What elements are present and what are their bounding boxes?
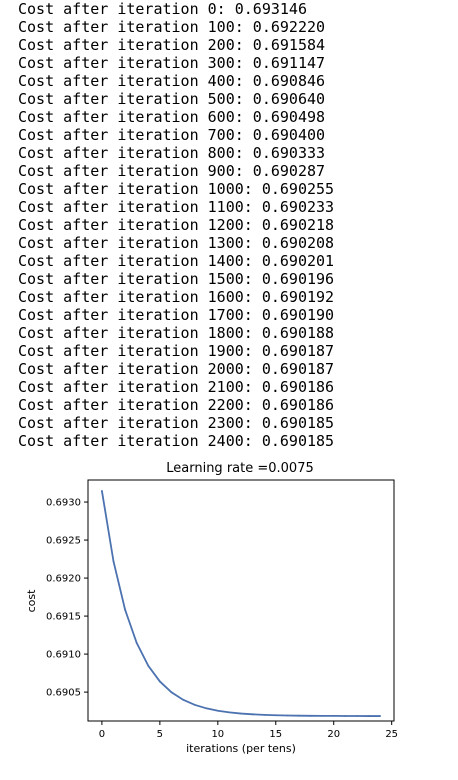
x-tick-label: 5: [157, 729, 163, 740]
cost-series-line: [101, 490, 381, 717]
x-tick-label: 10: [211, 729, 224, 740]
log-line: Cost after iteration 1700: 0.690190: [18, 306, 335, 324]
log-line: Cost after iteration 200: 0.691584: [18, 36, 326, 54]
cost-data-point: [193, 703, 196, 706]
y-axis-label: cost: [25, 589, 38, 613]
log-line: Cost after iteration 700: 0.690400: [18, 126, 326, 144]
log-line: Cost after iteration 1100: 0.690233: [18, 198, 335, 216]
plot-frame: [87, 479, 395, 722]
x-tick-label: 25: [385, 729, 398, 740]
log-line: Cost after iteration 400: 0.690846: [18, 72, 326, 90]
log-line: Cost after iteration 1900: 0.690187: [18, 342, 335, 360]
y-tick-label: 0.6920: [46, 574, 81, 585]
cost-data-point: [158, 680, 161, 683]
x-tick-label: 0: [99, 729, 105, 740]
x-tick-label: 20: [327, 729, 340, 740]
cost-data-point: [367, 715, 370, 717]
log-line: Cost after iteration 1000: 0.690255: [18, 180, 335, 198]
log-line: Cost after iteration 2000: 0.690187: [18, 360, 335, 378]
log-line: Cost after iteration 900: 0.690287: [18, 162, 326, 180]
cost-chart: Learning rate =0.0075 0 5 10 15 20 25 0.6905 0…: [0, 455, 458, 776]
x-tick-label: 15: [269, 729, 282, 740]
cost-data-point: [321, 715, 324, 717]
chart-title: Learning rate =0.0075: [166, 461, 314, 476]
cost-data-point: [216, 709, 219, 712]
y-tick-label: 0.6910: [46, 650, 81, 661]
y-axis-ticks: 0.6905 0.6910 0.6915 0.6920 0.6925 0.6930: [46, 498, 88, 699]
cost-data-point: [251, 713, 254, 716]
log-line: Cost after iteration 1600: 0.690192: [18, 288, 335, 306]
y-tick-label: 0.6915: [46, 612, 81, 623]
cost-chart-svg: Learning rate =0.0075 0 5 10 15 20 25 0.69050…: [25, 461, 398, 755]
cost-data-point: [274, 714, 277, 717]
x-axis-label: iterations (per tens): [186, 742, 296, 755]
log-line: Cost after iteration 500: 0.690640: [18, 90, 326, 108]
cost-data-point: [344, 715, 347, 717]
cost-data-point: [309, 714, 312, 717]
cost-data-point: [170, 691, 173, 694]
cost-data-point: [286, 714, 289, 717]
cost-data-point: [147, 664, 150, 667]
cost-data-point: [124, 608, 126, 611]
log-line: Cost after iteration 300: 0.691147: [18, 54, 326, 72]
output-log: Cost after iteration 0: 0.693146 Cost aft…: [18, 0, 448, 450]
cost-data-point: [379, 715, 381, 717]
log-line: Cost after iteration 1800: 0.690188: [18, 324, 335, 342]
cost-data-point: [240, 712, 242, 715]
cost-data-point: [205, 707, 208, 710]
cost-data-point: [263, 713, 266, 716]
log-line: Cost after iteration 100: 0.692220: [18, 18, 326, 36]
log-line: Cost after iteration 1400: 0.690201: [18, 252, 335, 270]
cost-data-point: [298, 714, 300, 717]
log-line: Cost after iteration 1500: 0.690196: [18, 270, 335, 288]
y-tick-label: 0.6905: [46, 688, 81, 699]
log-line: Cost after iteration 600: 0.690498: [18, 108, 326, 126]
cost-data-point: [332, 715, 335, 717]
y-tick-label: 0.6925: [46, 536, 81, 547]
cost-data-point: [182, 698, 184, 701]
log-line: Cost after iteration 2300: 0.690185: [18, 414, 335, 432]
cost-series-points: [101, 490, 381, 717]
y-tick-label: 0.6930: [46, 498, 81, 509]
log-line: Cost after iteration 2100: 0.690186: [18, 378, 335, 396]
cost-data-point: [228, 711, 231, 714]
cost-data-point: [112, 560, 115, 563]
log-line: Cost after iteration 1300: 0.690208: [18, 234, 335, 252]
cost-data-point: [135, 642, 138, 644]
log-line: Cost after iteration 0: 0.693146: [18, 0, 307, 18]
log-line: Cost after iteration 1200: 0.690218: [18, 216, 335, 234]
log-line: Cost after iteration 2200: 0.690186: [18, 396, 335, 414]
log-line: Cost after iteration 2400: 0.690185: [18, 432, 335, 450]
log-line: Cost after iteration 800: 0.690333: [18, 144, 326, 162]
cost-data-point: [356, 715, 358, 717]
cost-data-point: [101, 490, 103, 492]
x-axis-ticks: 0 5 10 15 20 25: [99, 721, 398, 740]
